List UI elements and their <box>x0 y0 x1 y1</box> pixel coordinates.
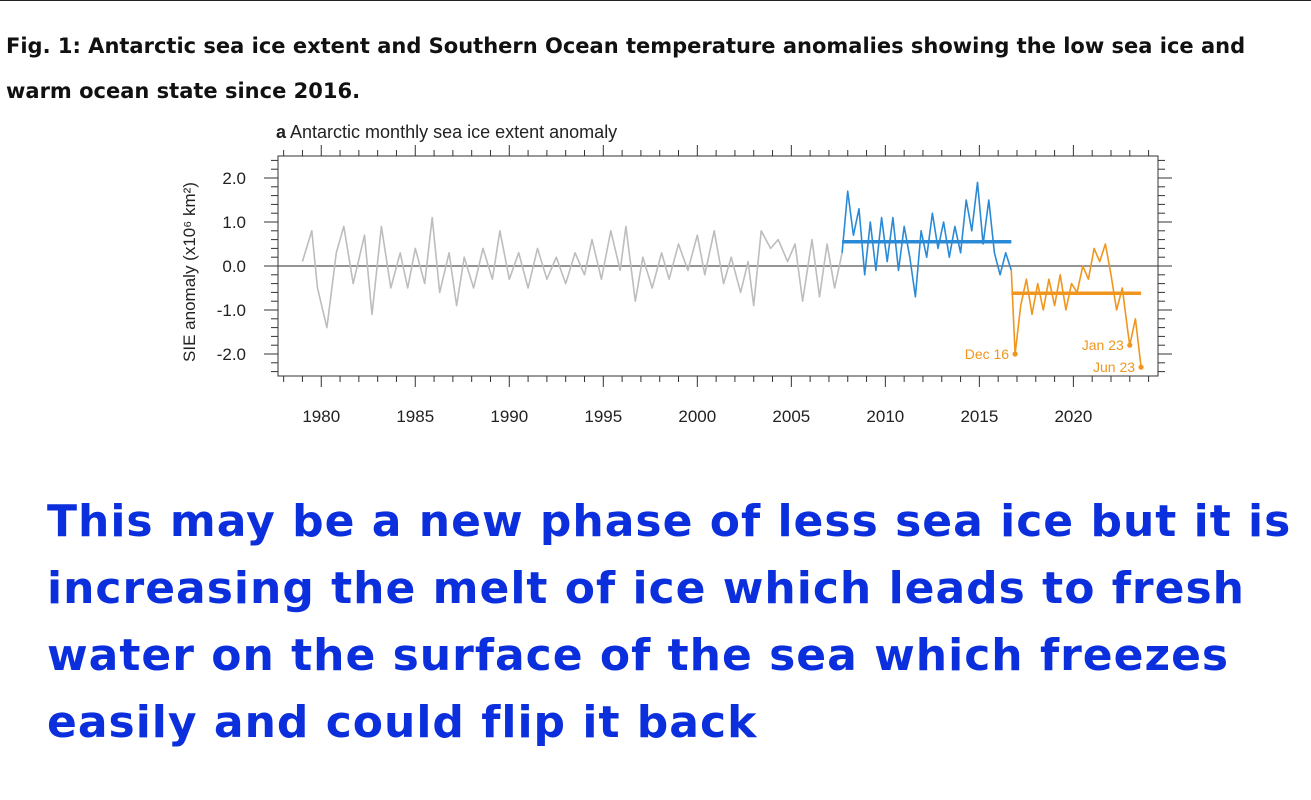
annotation-marker <box>1012 351 1018 357</box>
annotation-label: Jun 23 <box>1093 359 1135 375</box>
annotation-label: Jan 23 <box>1082 337 1124 353</box>
y-tick-label: 2.0 <box>222 169 246 188</box>
annotation-marker <box>1127 342 1133 348</box>
x-tick-label: 1995 <box>584 407 622 426</box>
y-tick-label: -2.0 <box>217 345 246 364</box>
annotation-marker <box>1138 364 1144 370</box>
x-tick-label: 2005 <box>772 407 810 426</box>
y-tick-label: -1.0 <box>217 301 246 320</box>
y-tick-label: 1.0 <box>222 213 246 232</box>
sea-ice-chart: 1980 1985 1990 1995 2000 2005 2010 2015 2020 2.0 1… <box>180 122 1172 426</box>
chart-title-text: Antarctic monthly sea ice extent anomaly <box>290 122 617 142</box>
x-tick-label: 2020 <box>1054 407 1092 426</box>
x-tick-label: 1980 <box>302 407 340 426</box>
annotation-label: Dec 16 <box>965 346 1010 362</box>
figure-caption: Fig. 1: Antarctic sea ice extent and Sou… <box>6 34 1246 103</box>
axis-ticks: 1980 1985 1990 1995 2000 2005 2010 2015 2020 2.0 1… <box>217 145 1172 426</box>
chart-title: a Antarctic monthly sea ice extent anoma… <box>276 122 617 142</box>
y-axis-label: SIE anomaly (x10⁶ km²) <box>180 182 199 362</box>
y-tick-label: 0.0 <box>222 257 246 276</box>
series-line-early <box>301 216 843 329</box>
top-rule <box>0 0 1311 1</box>
x-tick-label: 2000 <box>678 407 716 426</box>
overlay-commentary: This may be a new phase of less sea ice … <box>47 496 1292 748</box>
series-line-mid <box>841 181 1013 298</box>
series-layer <box>301 181 1142 368</box>
x-tick-label: 2015 <box>960 407 998 426</box>
x-tick-label: 1990 <box>490 407 528 426</box>
x-tick-label: 2010 <box>866 407 904 426</box>
annotations: Dec 16 Jan 23 Jun 23 <box>965 337 1144 375</box>
panel-letter: a <box>276 122 287 142</box>
x-tick-label: 1985 <box>396 407 434 426</box>
mean-lines <box>842 240 1142 296</box>
